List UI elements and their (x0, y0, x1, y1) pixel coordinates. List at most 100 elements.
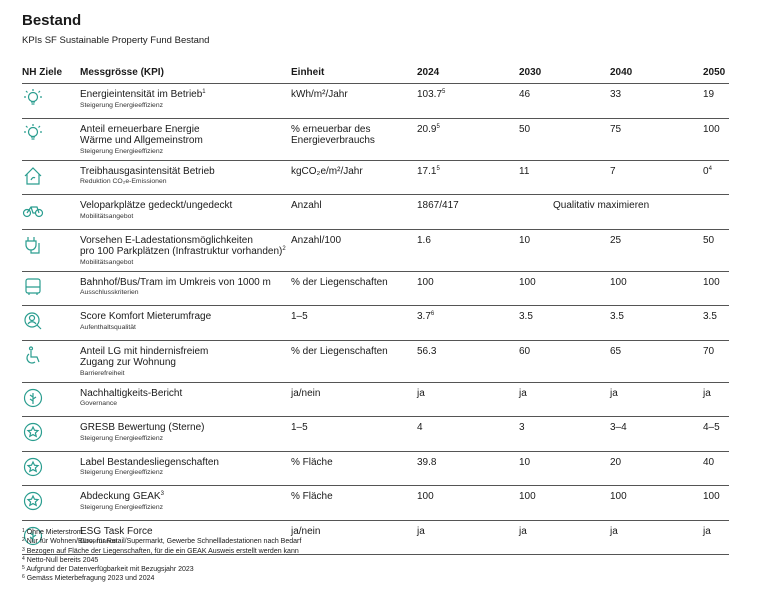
unit-cell: % der Liegenschaften (291, 271, 417, 306)
cell-text: 7 (610, 165, 616, 177)
value-cell: 100 (519, 271, 610, 306)
cell-text: 100 (417, 276, 434, 288)
kpi-cell: Abdeckung GEAK3 Steigerung Energieeffizie… (80, 485, 291, 521)
icon-cell (22, 451, 80, 486)
table-row: Abdeckung GEAK3 Steigerung Energieeffizie… (22, 485, 729, 521)
kpi-table: NH Ziele Messgrösse (KPI) Einheit 2024 2030 2… (22, 64, 729, 555)
value-cell: 04 (703, 160, 729, 195)
icon (23, 526, 43, 545)
cell-text: ja (417, 525, 425, 537)
cell-text: ja (703, 387, 711, 399)
icon (25, 277, 41, 295)
unit-cell: Anzahl (291, 194, 417, 230)
icon (24, 312, 42, 330)
cell-text: ja (610, 387, 618, 399)
value-cell: 20.95 (417, 118, 519, 161)
value-cell: 10 (519, 451, 610, 486)
table-row: GRESB Bewertung (Sterne) Steigerung Energ… (22, 416, 729, 452)
kpi-cell: ESG Task Force Governance (80, 520, 291, 555)
value-cell: 3.76 (417, 305, 519, 341)
column-header: 2040 (610, 64, 703, 84)
value-cell: 50 (519, 118, 610, 161)
cell-text: 3.7 (417, 311, 431, 322)
kpi-cell: Score Komfort Mieterumfrage Aufenthaltsqu… (80, 305, 291, 341)
value-cell: 100 (610, 485, 703, 521)
value-cell: 3 (519, 416, 610, 452)
cell-text: 1867/417 (417, 200, 459, 211)
icon-cell (22, 194, 80, 230)
kpi-cell: Anteil LG mit hindernisfreiem Zugang zur… (80, 340, 291, 383)
value-cell: 17.15 (417, 160, 519, 195)
footnote-text: Bezogen auf Fläche der Liegenschaften, f… (26, 547, 299, 555)
kpi-cell: Energieintensität im Betrieb1 Steigerung … (80, 83, 291, 119)
value-cell: ja (610, 382, 703, 417)
unit-cell: 1–5 (291, 416, 417, 452)
cell-text: 40 (703, 456, 715, 468)
kpi-cell: Treibhausgasintensität Betrieb Reduktion … (80, 160, 291, 195)
icon-cell (22, 382, 80, 417)
cell-text: 11 (519, 165, 530, 177)
cell-text: 103.7 (417, 89, 443, 100)
icon-cell (22, 271, 80, 306)
cell-text: 10 (519, 456, 531, 468)
cell-text: ja (519, 387, 527, 399)
kpi-cell: Label Bestandesliegenschaften Steigerung … (80, 451, 291, 486)
icon-cell (22, 118, 80, 161)
kpi-category: Governance (80, 400, 118, 407)
footnote: 4 Netto-Null bereits 2045 (22, 556, 301, 565)
footnote-number: 4 (22, 555, 25, 562)
value-cell: 3–4 (610, 416, 703, 452)
cell-text: 39.8 (417, 456, 437, 468)
value-cell: 3.5 (610, 305, 703, 341)
kpi-cell: GRESB Bewertung (Sterne) Steigerung Energ… (80, 416, 291, 452)
table-row: Veloparkplätze gedeckt/ungedeckt Mobilitä… (22, 194, 729, 230)
cell-text: 50 (519, 123, 531, 135)
cell-text: 3.5 (703, 311, 717, 322)
icon (24, 89, 42, 105)
cell-text: ja (417, 387, 425, 399)
kpi-name: Veloparkplätze gedeckt/ungedeckt (80, 200, 233, 211)
column-header: 2024 (417, 64, 519, 84)
unit-cell: 1–5 (291, 305, 417, 341)
value-cell: 100 (417, 485, 519, 521)
cell-text: 60 (519, 345, 531, 357)
kpi-name: Anteil erneuerbare Energie Wärme und All… (80, 123, 203, 147)
column-header: Messgrösse (KPI) (80, 64, 291, 84)
value-cell: 100 (703, 485, 729, 521)
value-cell: 33 (610, 83, 703, 119)
cell-text: 100 (610, 491, 627, 502)
cell-text: 1.6 (417, 234, 431, 246)
cell-text: 100 (417, 491, 434, 502)
kpi-name: ESG Task Force (80, 525, 153, 537)
footnote-ref: 2 (282, 246, 286, 252)
kpi-category: Steigerung Energieeffizienz (80, 147, 164, 155)
cell-text: 19 (703, 89, 715, 100)
cell-text: 56.3 (417, 345, 437, 357)
kpi-category: Barrierefreiheit (80, 369, 125, 377)
unit-cell: kgCO₂e/m²/Jahr (291, 160, 417, 195)
cell-text: 100 (703, 276, 720, 288)
table-body: Energieintensität im Betrieb1 Steigerung … (22, 83, 729, 555)
icon (25, 236, 40, 254)
value-cell: 3.5 (519, 305, 610, 341)
kpi-name: Vorsehen E-Ladestationsmöglichkeiten pro… (80, 234, 283, 258)
table-row: Treibhausgasintensität Betrieb Reduktion … (22, 160, 729, 195)
value-cell: 100 (703, 118, 729, 161)
cell-text: 17.1 (417, 165, 437, 177)
footnote-ref: 3 (160, 491, 164, 497)
kpi-category: Steigerung Energieeffizienz (80, 503, 164, 511)
cell-text: 3 (519, 422, 525, 433)
cell-text: 20 (610, 456, 622, 468)
cell-text: 4–5 (703, 422, 720, 433)
unit-cell: ja/nein (291, 382, 417, 417)
cell-text: 0 (703, 165, 709, 177)
cell-text: 25 (610, 234, 622, 246)
kpi-name: Label Bestandesliegenschaften (80, 456, 219, 468)
value-cell: 100 (610, 271, 703, 306)
kpi-category: Governance (80, 538, 118, 545)
value-cell: 3.5 (703, 305, 729, 341)
kpi-name: Anteil LG mit hindernisfreiem Zugang zur… (80, 345, 209, 369)
kpi-category: Aufenthaltsqualität (80, 323, 136, 331)
footnote-ref: 5 (436, 123, 440, 130)
